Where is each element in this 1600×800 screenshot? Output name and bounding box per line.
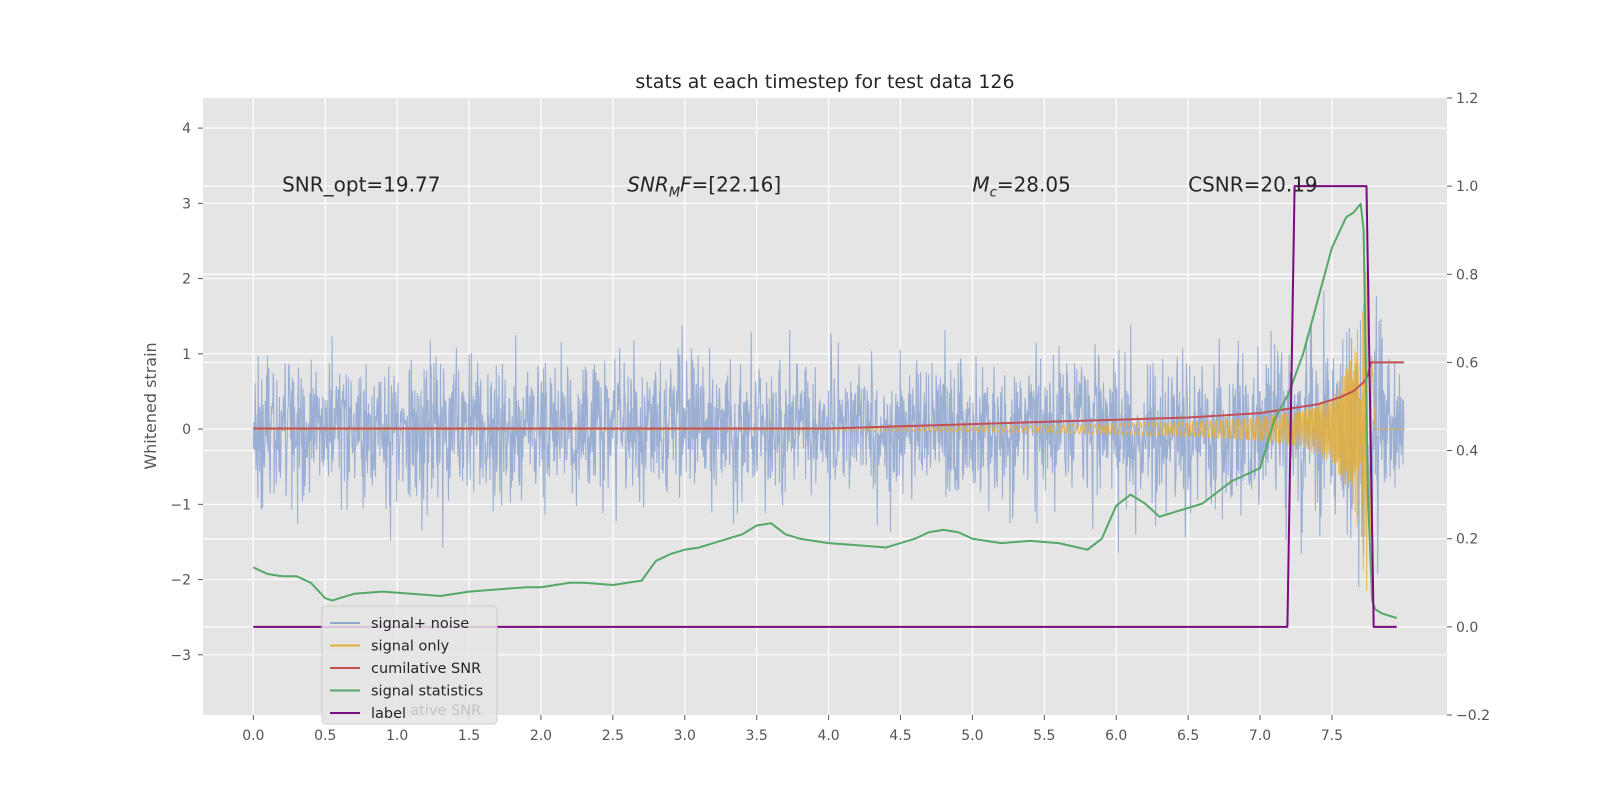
x-tick-label: 2.0 bbox=[530, 728, 552, 744]
annotation-1: SNRMF=[22.16] bbox=[627, 173, 781, 201]
y2-tick-label: 0.6 bbox=[1456, 355, 1478, 371]
annotation-2: Mc=28.05 bbox=[972, 173, 1070, 201]
axes: 0.0 0.5 1.0 1.5 2.0 2.5 3.0 3.5 4.0 4.5 5.0 5.5 6.0 6… bbox=[170, 91, 1490, 744]
x-tick-label: 3.5 bbox=[746, 728, 768, 744]
legend-label-bg bbox=[369, 701, 411, 719]
x-tick-label: 2.5 bbox=[602, 728, 624, 744]
x-tick-label: 1.0 bbox=[386, 728, 408, 744]
annotation-subscript: c bbox=[990, 186, 997, 201]
annotation-3: CSNR=20.19 bbox=[1188, 173, 1318, 197]
x-tick-label: 5.0 bbox=[961, 728, 983, 744]
legend-box bbox=[321, 605, 498, 725]
annotation-0: SNR_opt=19.77 bbox=[282, 173, 440, 197]
x-tick-label: 7.5 bbox=[1321, 728, 1343, 744]
x-tick-label: 0.0 bbox=[242, 728, 264, 744]
legend-entry: cumilative SNR bbox=[371, 661, 481, 677]
y-tick-label: −3 bbox=[170, 648, 191, 664]
legend-entry: signal only bbox=[371, 639, 450, 655]
y2-tick-label: 1.2 bbox=[1456, 91, 1478, 107]
y-tick-label: 4 bbox=[182, 121, 191, 137]
x-tick-label: 3.0 bbox=[674, 728, 696, 744]
x-tick-label: 7.0 bbox=[1249, 728, 1271, 744]
y-tick-label: 3 bbox=[182, 196, 191, 212]
x-tick-label: 0.5 bbox=[314, 728, 336, 744]
annotation-subscript: M bbox=[669, 186, 680, 201]
series-signal-statistics bbox=[252, 202, 1397, 619]
y2-tick-label: 0.2 bbox=[1456, 532, 1478, 548]
annotation-part: =[22.16] bbox=[692, 173, 782, 197]
y-tick-label: 0 bbox=[182, 422, 191, 438]
x-tick-label: 1.5 bbox=[458, 728, 480, 744]
annotation-part: =28.05 bbox=[997, 173, 1071, 197]
y2-tick-label: 0.0 bbox=[1456, 620, 1478, 636]
y-tick-label: −1 bbox=[170, 497, 191, 513]
series-label bbox=[253, 185, 1397, 628]
annotation-part: M bbox=[972, 173, 989, 197]
y2-tick-label: −0.2 bbox=[1456, 708, 1490, 724]
x-tick-label: 4.5 bbox=[889, 728, 911, 744]
y2-tick-label: 0.8 bbox=[1456, 267, 1478, 283]
x-tick-label: 6.5 bbox=[1177, 728, 1199, 744]
annotations: SNR_opt=19.77 SNRMF=[22.16] Mc=28.05 CSNR=2… bbox=[282, 173, 1318, 201]
legend-entry: signal statistics bbox=[371, 684, 483, 700]
annotation-part: SNR bbox=[627, 173, 669, 197]
y2-tick-label: 0.4 bbox=[1456, 444, 1478, 460]
x-tick-label: 4.0 bbox=[817, 728, 839, 744]
series-layer bbox=[252, 185, 1405, 628]
y2-tick-label: 1.0 bbox=[1456, 179, 1478, 195]
series-signal-noise bbox=[252, 290, 1405, 588]
legend-entry: signal+ noise bbox=[371, 616, 469, 632]
y-axis-label: Whitened strain bbox=[141, 342, 160, 469]
legend-entry: label bbox=[371, 706, 406, 722]
x-tick-label: 5.5 bbox=[1033, 728, 1055, 744]
chart-title: stats at each timestep for test data 126 bbox=[635, 71, 1014, 93]
y-tick-label: 2 bbox=[182, 272, 191, 288]
y-tick-label: 1 bbox=[182, 347, 191, 363]
annotation-part: F bbox=[680, 173, 692, 197]
x-tick-label: 6.0 bbox=[1105, 728, 1127, 744]
y-tick-label: −2 bbox=[170, 573, 191, 589]
